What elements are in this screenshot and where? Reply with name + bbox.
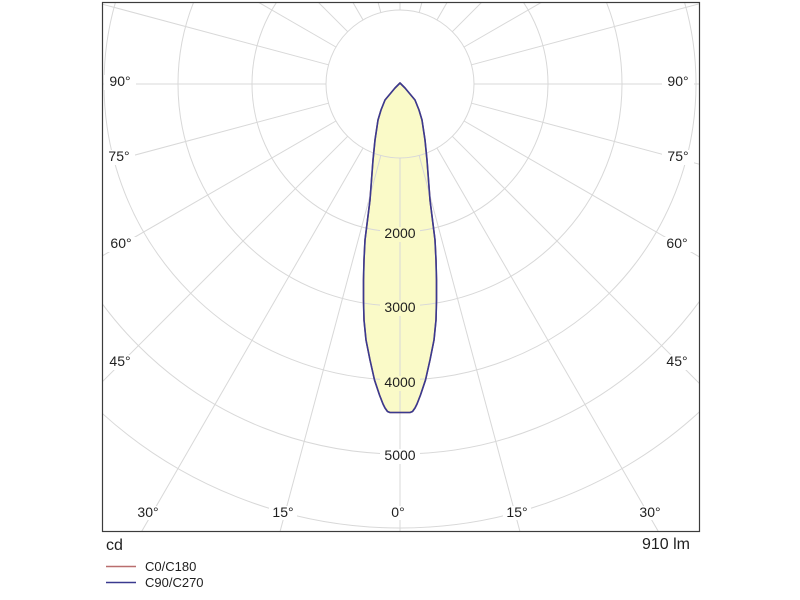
radial-label-bg xyxy=(380,376,420,391)
grid-spoke xyxy=(102,3,329,66)
angle-label-right-60: 60° xyxy=(666,235,687,251)
angle-label-left-90: 90° xyxy=(109,73,130,89)
angle-label-bg xyxy=(105,237,137,252)
angle-label-right-45: 45° xyxy=(666,353,687,369)
flux-label: 910 lm xyxy=(642,536,690,553)
angle-label-bg xyxy=(503,506,531,520)
angle-label-bg xyxy=(386,506,410,520)
angle-label-left-75: 75° xyxy=(108,148,129,164)
radial-label-4000: 4000 xyxy=(384,374,415,390)
angle-label-bg xyxy=(134,506,162,520)
angle-label-bg xyxy=(662,75,694,90)
grid-spoke xyxy=(258,2,337,48)
intensity-curves xyxy=(362,82,438,414)
angle-label-bg xyxy=(661,355,693,370)
angle-label-bg xyxy=(636,506,664,520)
grid-spoke xyxy=(471,102,700,165)
grid-spoke xyxy=(418,155,521,532)
angle-label-bg xyxy=(103,150,135,165)
angle-label-right-75: 75° xyxy=(667,148,688,164)
angle-label-left-45: 45° xyxy=(109,353,130,369)
angle-label-bottom-30-left: 30° xyxy=(137,504,158,520)
grid-spoke xyxy=(140,147,364,532)
angle-label-right-90: 90° xyxy=(667,73,688,89)
legend-label-c0-c180: C0/C180 xyxy=(145,559,196,574)
angle-label-bg xyxy=(269,506,297,520)
angle-label-bottom-0: 0° xyxy=(391,504,404,520)
radial-label-bg xyxy=(380,227,420,242)
grid-spoke xyxy=(471,3,700,66)
grid-spoke xyxy=(463,2,542,48)
legend: C0/C180 C90/C270 xyxy=(106,559,204,590)
curve-c90-c270 xyxy=(362,82,438,414)
angle-label-bg xyxy=(661,237,693,252)
radial-label-bg xyxy=(380,449,420,464)
radial-label-bg xyxy=(380,301,420,316)
grid-spoke xyxy=(451,2,482,33)
radial-label-3000: 3000 xyxy=(384,299,415,315)
grid-spoke xyxy=(102,120,337,257)
grid-spoke xyxy=(463,120,700,258)
radial-label-2000: 2000 xyxy=(384,225,415,241)
radial-axis-labels: 2000 3000 4000 5000 xyxy=(384,225,415,463)
grid-spoke xyxy=(436,147,660,532)
grid-spoke xyxy=(318,2,349,33)
label-backgrounds xyxy=(103,75,694,520)
angle-label-bottom-30-right: 30° xyxy=(639,504,660,520)
angle-label-bg xyxy=(104,75,136,90)
legend-label-c90-c270: C90/C270 xyxy=(145,575,204,590)
grid-spoke xyxy=(102,102,329,165)
angle-label-bg xyxy=(662,150,694,165)
angle-label-bg xyxy=(104,355,136,370)
plot-border xyxy=(101,1,701,533)
radial-label-5000: 5000 xyxy=(384,447,415,463)
angle-label-left-60: 60° xyxy=(110,235,131,251)
angle-axis-labels: 90° 75° 60° 45° 90° 75° 60° 45° 30° 15° … xyxy=(108,73,688,520)
angle-label-bottom-15-right: 15° xyxy=(506,504,527,520)
grid-spoke xyxy=(279,155,382,532)
unit-label: cd xyxy=(106,537,123,554)
grid-spoke xyxy=(418,2,423,13)
angle-label-bottom-15-left: 15° xyxy=(272,504,293,520)
grid-spoke xyxy=(377,2,382,13)
